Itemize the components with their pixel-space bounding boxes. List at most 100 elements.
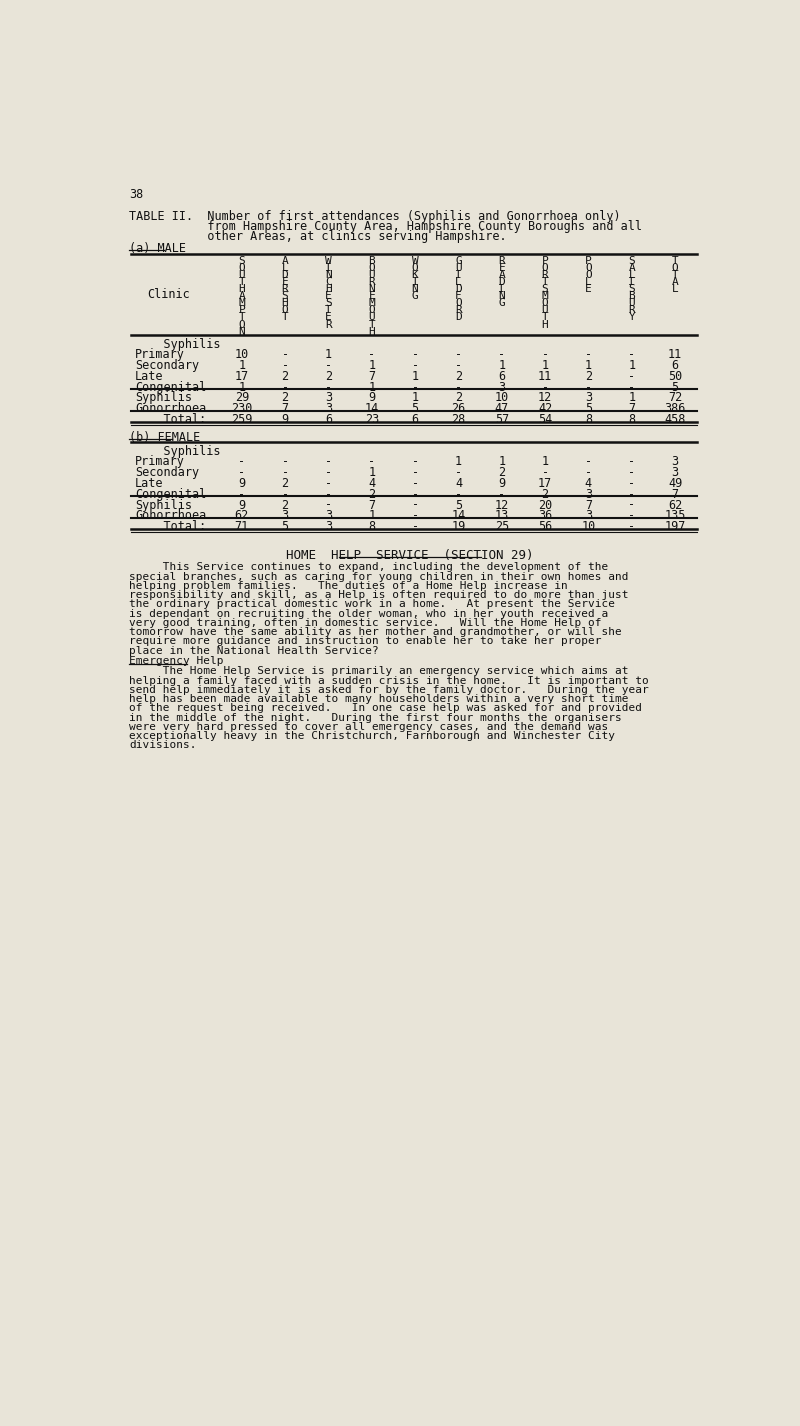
Text: 4: 4 — [368, 476, 375, 491]
Text: -: - — [238, 455, 246, 468]
Text: A: A — [238, 291, 245, 301]
Text: 7: 7 — [628, 402, 635, 415]
Text: helping problem families.   The duties of a Home Help increase in: helping problem families. The duties of … — [130, 580, 568, 590]
Text: I: I — [455, 270, 462, 279]
Text: -: - — [282, 348, 289, 361]
Text: T: T — [672, 270, 678, 279]
Text: D: D — [282, 270, 289, 279]
Text: 42: 42 — [538, 402, 552, 415]
Text: T: T — [282, 312, 289, 322]
Text: 5: 5 — [455, 499, 462, 512]
Text: 29: 29 — [234, 392, 249, 405]
Text: F: F — [455, 291, 462, 301]
Text: 7: 7 — [368, 369, 375, 384]
Text: 23: 23 — [365, 414, 379, 426]
Text: -: - — [238, 488, 246, 501]
Text: 2: 2 — [498, 466, 506, 479]
Text: divisions.: divisions. — [130, 740, 197, 750]
Text: 1: 1 — [325, 348, 332, 361]
Text: 17: 17 — [234, 369, 249, 384]
Text: Total:: Total: — [135, 520, 206, 533]
Text: 1: 1 — [411, 392, 418, 405]
Text: Total:: Total: — [135, 414, 206, 426]
Text: 1: 1 — [585, 359, 592, 372]
Text: D: D — [455, 312, 462, 322]
Text: G: G — [412, 291, 418, 301]
Text: -: - — [542, 466, 549, 479]
Text: 3: 3 — [671, 466, 678, 479]
Text: S: S — [325, 298, 332, 308]
Text: -: - — [368, 455, 375, 468]
Text: -: - — [628, 466, 635, 479]
Text: 72: 72 — [668, 392, 682, 405]
Text: -: - — [628, 348, 635, 361]
Text: 49: 49 — [668, 476, 682, 491]
Text: G: G — [455, 255, 462, 265]
Text: Syphilis: Syphilis — [135, 445, 220, 458]
Text: 9: 9 — [238, 499, 246, 512]
Text: E: E — [325, 291, 332, 301]
Text: 1: 1 — [238, 359, 246, 372]
Text: 10: 10 — [582, 520, 595, 533]
Text: the ordinary practical domestic work in a home.   At present the Service: the ordinary practical domestic work in … — [130, 599, 615, 609]
Text: O: O — [238, 319, 245, 329]
Text: 230: 230 — [231, 402, 253, 415]
Text: Primary: Primary — [135, 455, 185, 468]
Text: 17: 17 — [538, 476, 552, 491]
Text: T: T — [238, 277, 245, 287]
Text: O: O — [672, 262, 678, 272]
Text: -: - — [498, 488, 506, 501]
Text: 2: 2 — [325, 369, 332, 384]
Text: 1: 1 — [368, 509, 375, 522]
Text: 12: 12 — [494, 499, 509, 512]
Text: -: - — [325, 476, 332, 491]
Text: 5: 5 — [585, 402, 592, 415]
Text: 20: 20 — [538, 499, 552, 512]
Text: 36: 36 — [538, 509, 552, 522]
Text: M: M — [238, 298, 245, 308]
Text: 62: 62 — [234, 509, 249, 522]
Text: 28: 28 — [451, 414, 466, 426]
Text: P: P — [585, 255, 592, 265]
Text: Syphilis: Syphilis — [135, 392, 192, 405]
Text: 7: 7 — [368, 499, 375, 512]
Text: D: D — [498, 277, 505, 287]
Text: R: R — [282, 284, 289, 294]
Text: 25: 25 — [494, 520, 509, 533]
Text: 1: 1 — [628, 359, 635, 372]
Text: C: C — [325, 277, 332, 287]
Text: -: - — [628, 499, 635, 512]
Text: 38: 38 — [130, 188, 144, 201]
Text: L: L — [282, 262, 289, 272]
Text: -: - — [368, 348, 375, 361]
Text: -: - — [282, 455, 289, 468]
Text: 9: 9 — [498, 476, 506, 491]
Text: S: S — [282, 291, 289, 301]
Text: -: - — [238, 466, 246, 479]
Text: 386: 386 — [664, 402, 686, 415]
Text: M: M — [369, 298, 375, 308]
Text: P: P — [238, 305, 245, 315]
Text: 8: 8 — [628, 414, 635, 426]
Text: The Home Help Service is primarily an emergency service which aims at: The Home Help Service is primarily an em… — [130, 666, 629, 676]
Text: T: T — [369, 319, 375, 329]
Text: E: E — [369, 291, 375, 301]
Text: O: O — [238, 262, 245, 272]
Text: U: U — [628, 298, 635, 308]
Text: 1: 1 — [238, 381, 246, 394]
Text: responsibility and skill, as a Help is often required to do more than just: responsibility and skill, as a Help is o… — [130, 590, 629, 600]
Text: O: O — [585, 262, 592, 272]
Text: -: - — [411, 488, 418, 501]
Text: I: I — [412, 277, 418, 287]
Text: L: L — [672, 284, 678, 294]
Text: 1: 1 — [368, 359, 375, 372]
Text: -: - — [455, 381, 462, 394]
Text: 1: 1 — [498, 359, 506, 372]
Text: 259: 259 — [231, 414, 253, 426]
Text: -: - — [411, 455, 418, 468]
Text: (b) FEMALE: (b) FEMALE — [130, 431, 201, 443]
Text: 71: 71 — [234, 520, 249, 533]
Text: 13: 13 — [494, 509, 509, 522]
Text: 6: 6 — [498, 369, 506, 384]
Text: 26: 26 — [451, 402, 466, 415]
